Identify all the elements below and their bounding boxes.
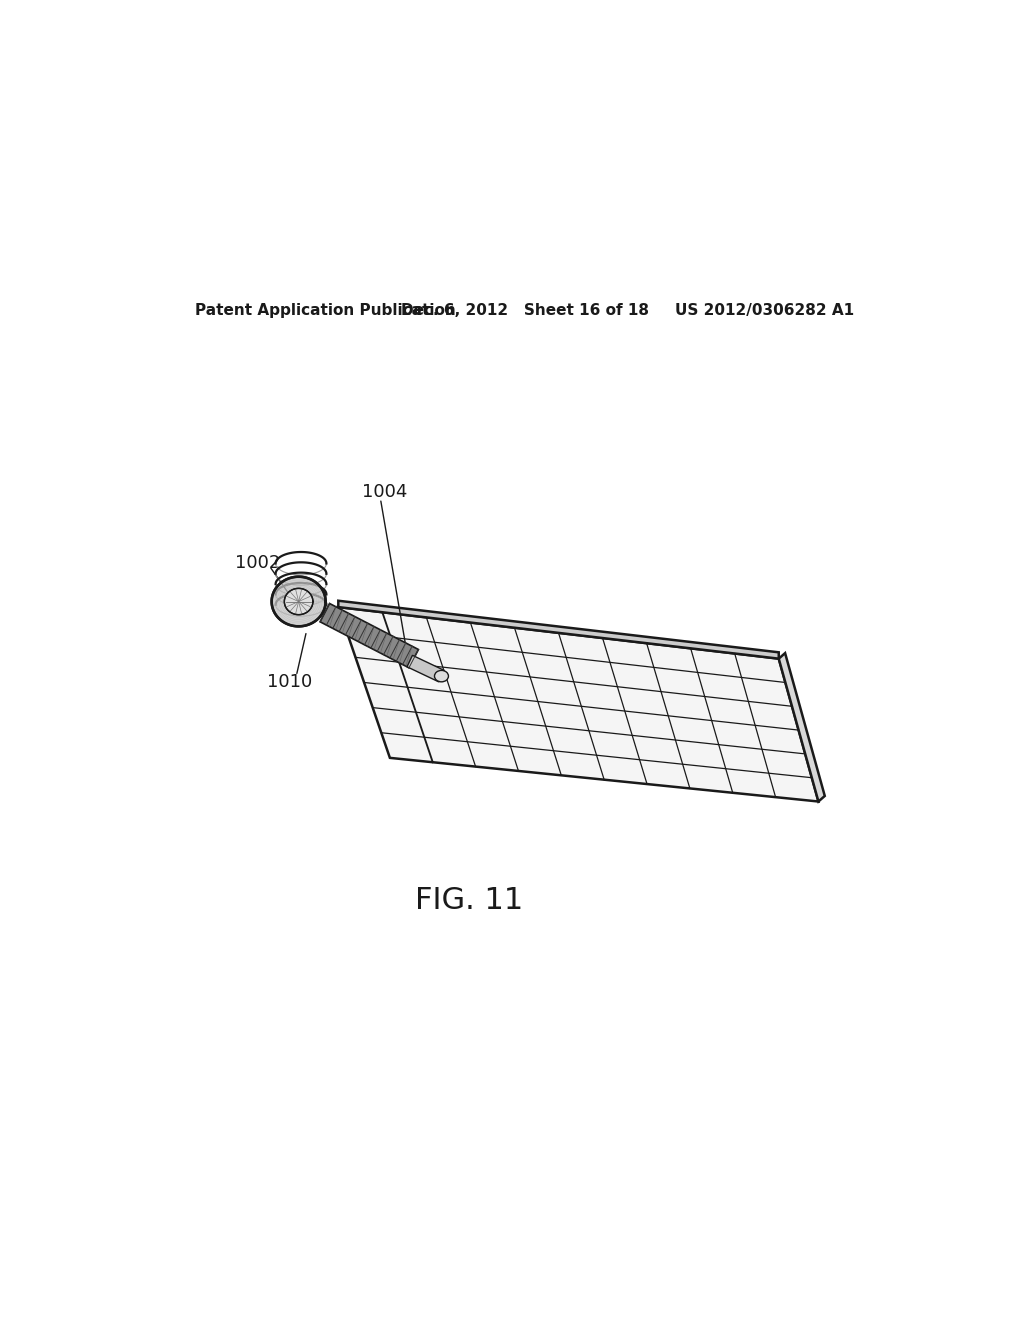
Polygon shape bbox=[338, 607, 818, 801]
Polygon shape bbox=[271, 577, 326, 627]
Text: 1010: 1010 bbox=[267, 673, 312, 692]
Text: Patent Application Publication: Patent Application Publication bbox=[196, 304, 457, 318]
Polygon shape bbox=[778, 653, 824, 801]
Ellipse shape bbox=[434, 671, 449, 682]
Text: 1002: 1002 bbox=[236, 554, 281, 573]
Text: Dec. 6, 2012   Sheet 16 of 18: Dec. 6, 2012 Sheet 16 of 18 bbox=[400, 304, 649, 318]
Polygon shape bbox=[285, 589, 313, 615]
Polygon shape bbox=[407, 655, 444, 682]
Text: 1004: 1004 bbox=[362, 483, 408, 502]
Text: FIG. 11: FIG. 11 bbox=[415, 886, 523, 915]
Polygon shape bbox=[338, 601, 778, 659]
Polygon shape bbox=[321, 603, 419, 668]
Text: US 2012/0306282 A1: US 2012/0306282 A1 bbox=[675, 304, 854, 318]
